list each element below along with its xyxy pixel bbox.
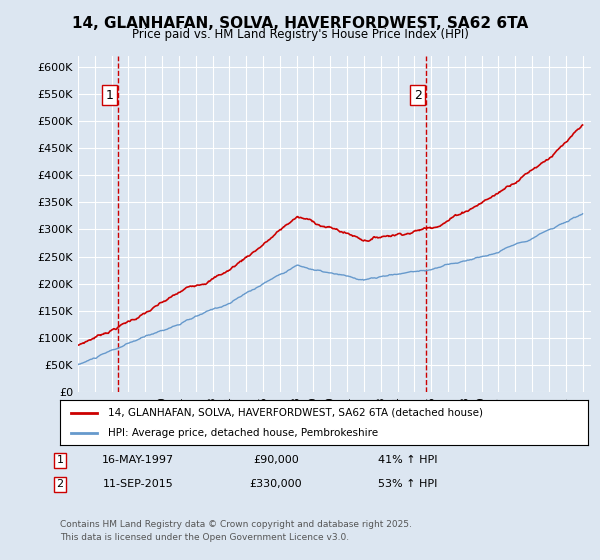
Text: £90,000: £90,000 <box>253 455 299 465</box>
Text: £330,000: £330,000 <box>250 479 302 489</box>
Text: HPI: Average price, detached house, Pembrokeshire: HPI: Average price, detached house, Pemb… <box>107 428 377 438</box>
Text: 41% ↑ HPI: 41% ↑ HPI <box>378 455 438 465</box>
Text: This data is licensed under the Open Government Licence v3.0.: This data is licensed under the Open Gov… <box>60 533 349 542</box>
Text: Price paid vs. HM Land Registry's House Price Index (HPI): Price paid vs. HM Land Registry's House … <box>131 28 469 41</box>
Text: 1: 1 <box>106 88 113 101</box>
Text: 14, GLANHAFAN, SOLVA, HAVERFORDWEST, SA62 6TA: 14, GLANHAFAN, SOLVA, HAVERFORDWEST, SA6… <box>72 16 528 31</box>
Text: Contains HM Land Registry data © Crown copyright and database right 2025.: Contains HM Land Registry data © Crown c… <box>60 520 412 529</box>
Text: 16-MAY-1997: 16-MAY-1997 <box>102 455 174 465</box>
Text: 14, GLANHAFAN, SOLVA, HAVERFORDWEST, SA62 6TA (detached house): 14, GLANHAFAN, SOLVA, HAVERFORDWEST, SA6… <box>107 408 482 418</box>
Text: 53% ↑ HPI: 53% ↑ HPI <box>379 479 437 489</box>
Text: 2: 2 <box>414 88 422 101</box>
Text: 1: 1 <box>56 455 64 465</box>
Text: 11-SEP-2015: 11-SEP-2015 <box>103 479 173 489</box>
Text: 2: 2 <box>56 479 64 489</box>
